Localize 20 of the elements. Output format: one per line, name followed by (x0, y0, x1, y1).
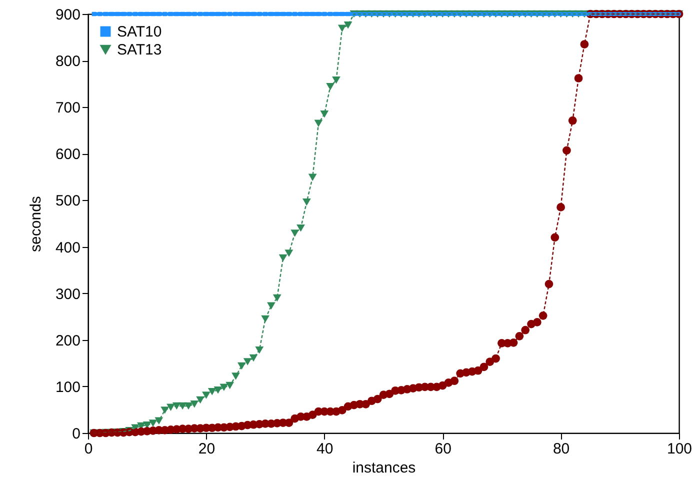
y-tick-label: 700 (55, 100, 80, 117)
x-tick-label: 100 (666, 440, 692, 458)
y-tick-label: 600 (55, 146, 80, 164)
legend-label: SAT10 (117, 24, 162, 40)
x-tick-label: 60 (434, 440, 452, 458)
y-tick-label: 500 (55, 192, 80, 210)
y-tick-label: 900 (55, 6, 80, 24)
x-tick-label: 0 (84, 440, 93, 458)
x-tick-label: 40 (316, 440, 334, 458)
y-tick-label: 200 (55, 332, 80, 350)
x-tick-label: 80 (552, 440, 570, 458)
x-tick-label: 20 (198, 440, 216, 458)
y-tick-label: 0 (72, 426, 80, 442)
y-tick-label: 400 (55, 239, 80, 256)
legend-label: SAT13 (117, 42, 162, 58)
y-tick-label: 100 (55, 378, 80, 396)
y-tick-label: 300 (55, 286, 80, 303)
x-axis-title: instances (352, 460, 416, 476)
y-tick-label: 800 (55, 53, 80, 70)
y-axis-title: seconds (27, 196, 44, 252)
